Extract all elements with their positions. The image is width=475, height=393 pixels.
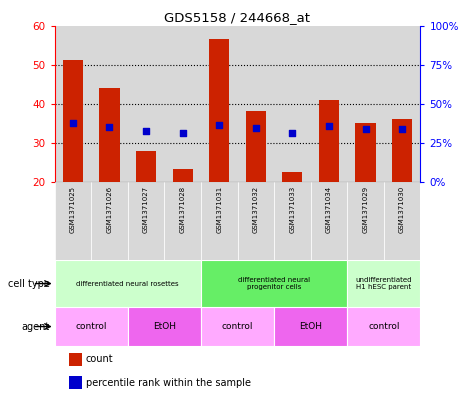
Text: agent: agent [22, 321, 50, 332]
Bar [136, 151, 156, 182]
Bar [55, 307, 128, 346]
Bar [274, 182, 311, 260]
Text: GSM1371027: GSM1371027 [143, 186, 149, 233]
Text: differentiated neural rosettes: differentiated neural rosettes [76, 281, 179, 286]
Bar [274, 307, 347, 346]
Text: GSM1371033: GSM1371033 [289, 186, 295, 233]
Bar [69, 376, 82, 389]
Bar [384, 182, 420, 260]
Bar [128, 182, 164, 260]
Bar [238, 26, 274, 182]
Bar [201, 260, 347, 307]
Text: GSM1371030: GSM1371030 [399, 186, 405, 233]
Bar [209, 39, 229, 182]
Text: GSM1371026: GSM1371026 [106, 186, 113, 233]
Text: control: control [76, 322, 107, 331]
Point [69, 120, 77, 127]
Point [362, 126, 370, 132]
Point [289, 130, 296, 136]
Text: GSM1371031: GSM1371031 [216, 186, 222, 233]
Point [179, 130, 186, 136]
Text: control: control [368, 322, 399, 331]
Bar [347, 260, 420, 307]
Bar [128, 307, 201, 346]
Text: GSM1371034: GSM1371034 [326, 186, 332, 233]
Bar [201, 307, 274, 346]
Text: count: count [86, 354, 114, 364]
Bar [91, 26, 128, 182]
Text: differentiated neural
progenitor cells: differentiated neural progenitor cells [238, 277, 310, 290]
Bar [91, 182, 128, 260]
Bar [238, 182, 274, 260]
Text: control: control [222, 322, 253, 331]
Point [142, 128, 150, 134]
Point [252, 125, 259, 131]
Text: GSM1371032: GSM1371032 [253, 186, 259, 233]
Bar [201, 26, 238, 182]
Bar [164, 182, 201, 260]
Bar [274, 26, 311, 182]
Bar [63, 60, 83, 182]
Point [105, 124, 113, 130]
Text: EtOH: EtOH [153, 322, 176, 331]
Point [325, 123, 332, 130]
Bar [282, 172, 303, 182]
Bar [69, 353, 82, 366]
Text: percentile rank within the sample: percentile rank within the sample [86, 378, 251, 387]
Text: GSM1371028: GSM1371028 [180, 186, 186, 233]
Title: GDS5158 / 244668_at: GDS5158 / 244668_at [164, 11, 311, 24]
Text: GSM1371029: GSM1371029 [362, 186, 369, 233]
Bar [347, 307, 420, 346]
Bar [172, 169, 193, 182]
Text: GSM1371025: GSM1371025 [70, 186, 76, 233]
Bar [311, 26, 347, 182]
Point [398, 126, 406, 132]
Bar [392, 119, 412, 182]
Point [216, 122, 223, 128]
Bar [319, 100, 339, 182]
Bar [347, 26, 384, 182]
Text: EtOH: EtOH [299, 322, 322, 331]
Bar [201, 182, 238, 260]
Bar [55, 26, 91, 182]
Bar [347, 182, 384, 260]
Bar [355, 123, 376, 182]
Bar [55, 182, 91, 260]
Bar [128, 26, 164, 182]
Text: undifferentiated
H1 hESC parent: undifferentiated H1 hESC parent [356, 277, 412, 290]
Bar [246, 111, 266, 182]
Bar [55, 260, 201, 307]
Bar [99, 88, 120, 182]
Text: cell type: cell type [8, 279, 50, 288]
Bar [311, 182, 347, 260]
Bar [164, 26, 201, 182]
Bar [384, 26, 420, 182]
